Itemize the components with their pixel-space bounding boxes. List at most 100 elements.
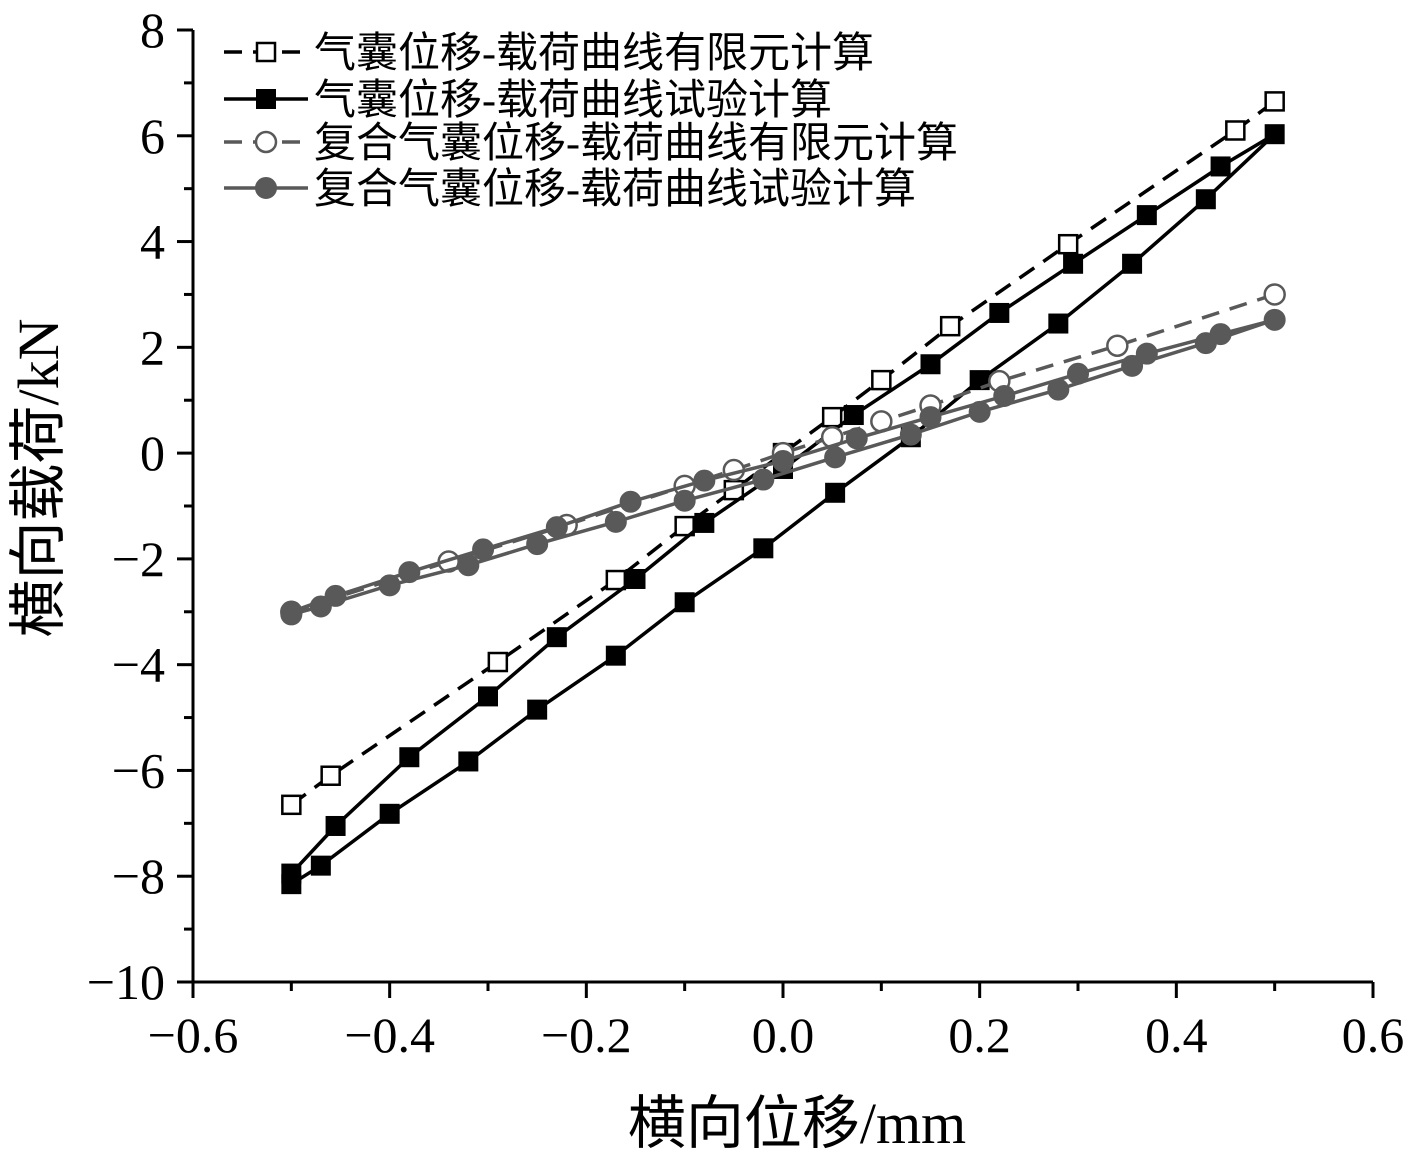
legend-item: 复合气囊位移-载荷曲线试验计算 — [224, 166, 916, 213]
data-point — [1225, 120, 1246, 141]
data-point — [753, 538, 774, 559]
legend-label: 气囊位移-载荷曲线试验计算 — [314, 77, 832, 124]
data-point — [604, 510, 627, 533]
data-point — [324, 584, 347, 607]
y-tick-label: 8 — [140, 2, 165, 58]
legend-marker — [254, 130, 278, 154]
x-tick-label: 0.2 — [948, 1007, 1011, 1063]
legend-item: 气囊位移-载荷曲线有限元计算 — [224, 30, 874, 77]
series-2 — [281, 124, 1285, 895]
legend-marker — [255, 177, 277, 199]
legend-item: 气囊位移-载荷曲线试验计算 — [224, 77, 832, 124]
axes: −0.6 −0.4 −0.2 0.0 0.2 0.4 0.6 −10 −8 −6 −4 −2 0 2 4 6 8 — [87, 2, 1404, 1063]
data-point — [398, 561, 421, 584]
y-tick-label: −4 — [112, 637, 165, 693]
data-point — [281, 863, 302, 884]
x-tick-label: −0.4 — [344, 1007, 435, 1063]
series-1 — [281, 91, 1285, 816]
data-point — [281, 794, 302, 816]
data-point — [309, 595, 332, 618]
data-point — [674, 592, 695, 613]
data-point — [527, 699, 548, 720]
data-point — [1048, 313, 1069, 334]
data-point — [899, 423, 922, 446]
legend-item: 复合气囊位移-载荷曲线有限元计算 — [224, 120, 958, 167]
legend: 气囊位移-载荷曲线有限元计算气囊位移-载荷曲线试验计算复合气囊位移-载荷曲线有限… — [224, 30, 958, 213]
data-point — [825, 482, 846, 503]
data-point — [673, 489, 696, 512]
data-point — [1263, 283, 1286, 306]
x-tick-label: 0.4 — [1145, 1007, 1208, 1063]
data-point — [310, 855, 331, 876]
data-point — [605, 569, 627, 591]
data-point — [546, 627, 567, 648]
data-point — [526, 533, 549, 556]
y-axis-label: 横向载荷/kN — [6, 318, 71, 637]
data-point — [772, 450, 794, 473]
legend-marker — [255, 41, 277, 63]
series-group — [280, 91, 1286, 895]
y-tick-label: −8 — [112, 848, 165, 904]
data-point — [674, 515, 695, 537]
data-point — [1047, 378, 1070, 401]
data-point — [325, 815, 346, 836]
x-tick-label: −0.2 — [541, 1007, 632, 1063]
data-point — [1210, 156, 1231, 177]
series-4 — [280, 308, 1286, 626]
data-point — [1122, 253, 1143, 274]
data-point — [939, 315, 961, 337]
data-point — [399, 747, 420, 768]
x-tick-label: 0.0 — [752, 1007, 815, 1063]
data-point — [993, 384, 1016, 407]
y-tick-label: −6 — [112, 742, 165, 798]
y-tick-label: 2 — [140, 319, 165, 375]
data-point — [1135, 342, 1158, 365]
data-point — [920, 354, 941, 375]
data-point — [989, 302, 1010, 323]
data-point — [1263, 308, 1286, 331]
data-point — [968, 400, 991, 423]
y-tick-label: −10 — [87, 954, 165, 1010]
legend-marker — [256, 89, 276, 109]
data-point — [605, 645, 626, 666]
data-point — [1121, 354, 1144, 377]
legend-label: 复合气囊位移-载荷曲线试验计算 — [314, 166, 916, 213]
y-tick-label: 4 — [140, 214, 165, 270]
data-point — [487, 651, 509, 673]
data-point — [280, 600, 303, 623]
data-point — [457, 554, 480, 577]
data-point — [1195, 189, 1216, 210]
data-point — [458, 751, 479, 772]
data-point — [379, 803, 400, 824]
data-point — [752, 468, 775, 491]
data-point — [693, 469, 716, 492]
x-tick-label: −0.6 — [148, 1007, 239, 1063]
series-line — [290, 132, 1277, 886]
data-point — [919, 406, 942, 429]
data-point — [845, 427, 868, 450]
legend-label: 复合气囊位移-载荷曲线有限元计算 — [314, 120, 958, 167]
data-point — [1136, 205, 1157, 226]
data-point — [694, 512, 715, 533]
data-point — [1264, 124, 1285, 145]
data-point — [619, 490, 642, 513]
data-point — [1063, 253, 1084, 274]
data-point — [625, 568, 646, 589]
data-point — [1106, 334, 1129, 357]
data-point — [545, 516, 568, 539]
data-point — [472, 538, 495, 561]
data-point — [378, 574, 401, 597]
data-point — [1264, 91, 1285, 112]
data-point — [478, 686, 498, 707]
data-point — [1067, 362, 1089, 385]
data-point — [843, 405, 864, 426]
data-point — [1057, 233, 1079, 255]
y-tick-label: −2 — [112, 531, 165, 587]
x-axis-label: 横向位移/mm — [628, 1091, 966, 1156]
data-point — [824, 446, 847, 469]
y-tick-label: 0 — [140, 425, 165, 481]
data-point — [320, 765, 341, 786]
legend-label: 气囊位移-载荷曲线有限元计算 — [314, 30, 874, 77]
